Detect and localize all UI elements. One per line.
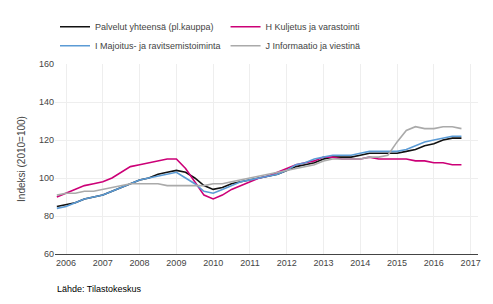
svg-text:2011: 2011 bbox=[240, 258, 259, 268]
svg-text:2012: 2012 bbox=[277, 258, 297, 268]
svg-text:2013: 2013 bbox=[313, 258, 333, 268]
svg-text:80: 80 bbox=[44, 211, 54, 221]
svg-text:Indeksi (2010=100): Indeksi (2010=100) bbox=[16, 116, 27, 202]
svg-text:2014: 2014 bbox=[350, 258, 370, 268]
svg-text:2009: 2009 bbox=[166, 258, 186, 268]
svg-text:60: 60 bbox=[44, 249, 54, 259]
svg-text:2017: 2017 bbox=[461, 258, 481, 268]
svg-text:2007: 2007 bbox=[93, 258, 113, 268]
svg-text:H Kuljetus ja varastointi: H Kuljetus ja varastointi bbox=[266, 22, 360, 32]
svg-text:2008: 2008 bbox=[130, 258, 150, 268]
svg-text:Palvelut yhteensä (pl.kauppa): Palvelut yhteensä (pl.kauppa) bbox=[95, 22, 214, 32]
svg-text:120: 120 bbox=[39, 135, 54, 145]
svg-text:2015: 2015 bbox=[387, 258, 407, 268]
svg-text:2010: 2010 bbox=[203, 258, 223, 268]
svg-text:140: 140 bbox=[39, 97, 54, 107]
svg-text:2016: 2016 bbox=[424, 258, 444, 268]
svg-text:160: 160 bbox=[39, 59, 54, 69]
svg-text:Lähde: Tilastokeskus: Lähde: Tilastokeskus bbox=[57, 284, 142, 294]
svg-text:2006: 2006 bbox=[56, 258, 76, 268]
svg-text:100: 100 bbox=[39, 173, 54, 183]
svg-text:I Majoitus- ja ravitsemistoimi: I Majoitus- ja ravitsemistoiminta bbox=[95, 41, 221, 51]
svg-text:J Informaatio ja viestinä: J Informaatio ja viestinä bbox=[266, 41, 361, 51]
